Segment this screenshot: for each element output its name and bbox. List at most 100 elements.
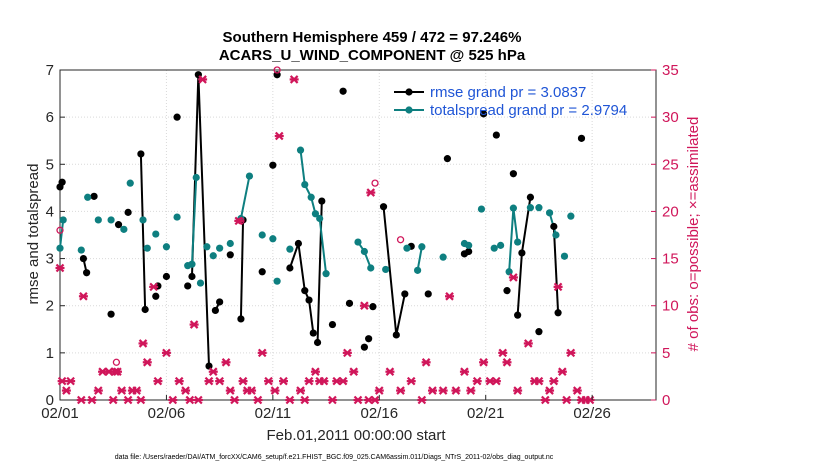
obs-assimilated-point — [417, 395, 427, 405]
rmse-point — [401, 290, 409, 298]
obs-assimilated-point — [374, 386, 384, 395]
series-marks — [55, 66, 595, 405]
obs-assimilated-point — [76, 395, 86, 405]
totalspread-point — [367, 264, 375, 272]
obs-assimilated-point — [385, 367, 395, 376]
obs-assimilated-point — [257, 348, 267, 358]
totalspread-point — [307, 193, 315, 201]
rmse-point — [173, 113, 181, 121]
rmse-point — [514, 311, 522, 319]
obs-assimilated-point — [585, 395, 595, 405]
rmse-point — [345, 299, 354, 307]
rmse-point — [518, 249, 526, 257]
rmse-segment — [288, 243, 315, 334]
obs-assimilated-point — [406, 376, 416, 386]
totalspread-point — [286, 245, 294, 253]
totalspread-point — [311, 210, 320, 218]
obs-assimilated-point — [534, 376, 544, 386]
totalspread-point — [509, 204, 517, 212]
obs-assimilated-point — [61, 386, 71, 395]
totalspread-point — [77, 246, 85, 254]
x-tick-label: 02/21 — [467, 405, 505, 422]
obs-assimilated-point — [174, 376, 184, 386]
totalspread-point — [216, 244, 224, 252]
obs-assimilated-point — [466, 386, 476, 395]
totalspread-point — [296, 146, 305, 154]
obs-possible-point — [56, 226, 64, 234]
obs-assimilated-point — [304, 376, 314, 386]
obs-assimilated-point — [264, 376, 274, 386]
rmse-point — [379, 203, 388, 211]
y-tick-label: 0 — [46, 392, 54, 409]
obs-assimilated-point — [234, 216, 244, 226]
rmse-point — [424, 290, 432, 298]
obs-assimilated-point — [279, 376, 288, 386]
rmse-point — [305, 296, 313, 304]
obs-assimilated-point — [189, 320, 199, 329]
obs-assimilated-point — [472, 376, 482, 386]
totalspread-point — [360, 247, 368, 256]
rmse-point — [309, 329, 317, 337]
totalspread-point — [173, 213, 181, 221]
obs-assimilated-point — [285, 395, 295, 405]
obs-possible-point — [396, 236, 405, 244]
obs-assimilated-point — [553, 282, 563, 292]
y-right-tick-label: 10 — [662, 298, 679, 315]
rmse-point — [577, 134, 586, 142]
rmse-point — [392, 331, 400, 339]
obs-assimilated-point — [338, 376, 348, 386]
rmse-point — [339, 87, 347, 95]
totalspread-point — [382, 265, 390, 274]
y-axis-right-label: # of obs: o=possible; ×=assimilated — [685, 117, 702, 352]
rmse-point — [328, 320, 337, 329]
rmse-point — [369, 303, 377, 311]
totalspread-point — [497, 241, 505, 249]
obs-assimilated-point — [396, 386, 406, 395]
obs-assimilated-point — [445, 292, 455, 301]
y-right-tick-label: 35 — [662, 62, 679, 79]
totalspread-point — [192, 173, 200, 182]
obs-assimilated-point — [428, 386, 437, 395]
totalspread-point — [120, 225, 128, 233]
totalspread-point — [273, 277, 281, 285]
obs-assimilated-point — [491, 376, 501, 386]
obs-assimilated-point — [78, 292, 88, 301]
obs-assimilated-point — [117, 386, 127, 395]
obs-assimilated-point — [366, 188, 376, 197]
obs-assimilated-point — [572, 386, 582, 395]
y-right-tick-label: 20 — [662, 203, 679, 220]
rmse-point — [58, 178, 66, 186]
obs-possible-point — [371, 179, 379, 187]
grid — [60, 70, 656, 400]
totalspread-point — [84, 193, 92, 201]
y-right-tick-label: 30 — [662, 109, 679, 126]
obs-assimilated-point — [421, 358, 431, 367]
totalspread-point — [139, 216, 147, 224]
y-tick-label: 7 — [46, 62, 54, 79]
rmse-point — [90, 192, 98, 200]
y-right-tick-label: 0 — [662, 392, 670, 409]
x-tick-label: 02/16 — [361, 405, 399, 422]
obs-assimilated-point — [230, 395, 240, 405]
obs-assimilated-point — [136, 395, 146, 405]
y-tick-label: 3 — [46, 251, 54, 268]
obs-assimilated-point — [370, 395, 380, 405]
obs-assimilated-point — [508, 273, 518, 282]
plot-area — [59, 69, 657, 401]
totalspread-point — [567, 212, 575, 220]
obs-assimilated-point — [319, 376, 329, 386]
totalspread-point — [552, 231, 560, 239]
rmse-point — [237, 315, 245, 323]
rmse-point — [535, 328, 543, 336]
rmse-point — [550, 222, 558, 231]
obs-assimilated-point — [108, 395, 118, 405]
totalspread-point — [143, 244, 151, 252]
rmse-segment — [552, 226, 560, 313]
totalspread-point — [514, 238, 522, 246]
totalspread-point — [439, 253, 447, 261]
rmse-point — [509, 170, 517, 178]
rmse-point — [443, 155, 451, 163]
obs-assimilated-point — [138, 339, 148, 348]
y-tick-label: 5 — [46, 156, 54, 173]
rmse-point — [226, 251, 234, 259]
